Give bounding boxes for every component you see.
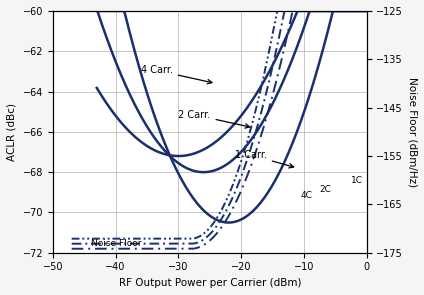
Text: 1 Carr.: 1 Carr. [235,150,294,168]
Text: Noise Floor: Noise Floor [90,239,141,248]
Text: 2C: 2C [320,185,332,194]
Text: 4C: 4C [301,191,312,200]
Text: 4 Carr.: 4 Carr. [141,65,212,84]
Text: 1C: 1C [351,176,363,185]
Y-axis label: ACLR (dBc): ACLR (dBc) [7,103,17,161]
Text: 2 Carr.: 2 Carr. [179,110,250,128]
Y-axis label: Noise Floor (dBm/Hz): Noise Floor (dBm/Hz) [407,77,417,187]
X-axis label: RF Output Power per Carrier (dBm): RF Output Power per Carrier (dBm) [119,278,301,288]
